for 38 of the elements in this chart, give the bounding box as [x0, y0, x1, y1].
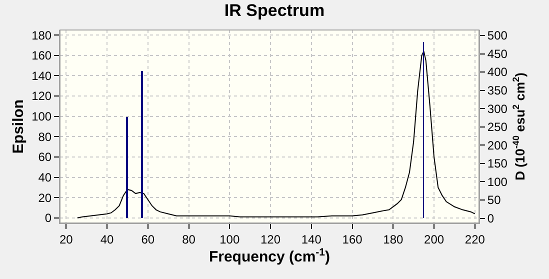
- y-tick-label: 0: [44, 211, 52, 226]
- y-tick-label: 60: [38, 150, 52, 164]
- y-tick-label: 180: [32, 28, 52, 42]
- line-series: [76, 50, 476, 218]
- y2-tick-label: 150: [487, 156, 508, 171]
- y2-tick-label: 100: [487, 174, 508, 189]
- y2-tick-label: 300: [487, 102, 508, 116]
- chart-title: IR Spectrum: [224, 1, 325, 20]
- x-tick-label: 80: [182, 232, 196, 246]
- y2-tick-label: 200: [487, 138, 508, 152]
- y-tick-label: 80: [38, 130, 52, 144]
- x-tick-label: 120: [260, 232, 281, 246]
- y2-tick-label: 50: [487, 193, 502, 208]
- bar: [126, 117, 128, 218]
- x-tick-label: 160: [342, 232, 363, 246]
- y-tick-label: 160: [32, 48, 52, 63]
- y-axis-title: Epsilon: [10, 99, 27, 154]
- y2-tick-label: 500: [487, 28, 508, 43]
- x-tick-label: 200: [424, 232, 444, 246]
- y2-tick-label: 450: [487, 46, 508, 61]
- y-tick-label: 40: [38, 170, 52, 184]
- y2-tick-label: 350: [487, 84, 508, 98]
- x-tick-label: 180: [383, 232, 404, 246]
- y2-tick-label: 400: [487, 65, 508, 80]
- y-tick-label: 100: [32, 110, 52, 124]
- y-tick-label: 20: [38, 190, 52, 205]
- bar: [141, 71, 143, 218]
- y2-tick-label: 250: [487, 120, 508, 134]
- y-tick-label: 140: [32, 68, 52, 83]
- x-tick-label: 140: [301, 232, 322, 246]
- y-tick-label: 120: [32, 89, 52, 104]
- x-tick-label: 60: [141, 232, 155, 246]
- x-tick-label: 220: [464, 232, 486, 246]
- x-tick-label: 100: [220, 232, 240, 246]
- x-tick-label: 20: [59, 232, 74, 246]
- x-axis-title: Frequency (cm$^{-1}$): [208, 246, 330, 266]
- y2-tick-label: 0: [487, 211, 494, 226]
- x-tick-label: 40: [100, 232, 114, 246]
